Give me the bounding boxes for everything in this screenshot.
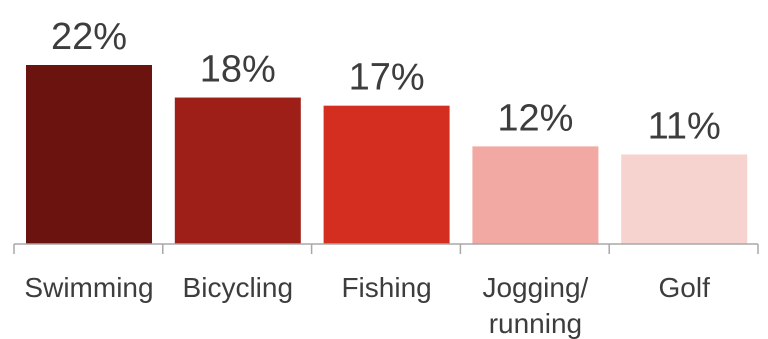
x-axis (13, 243, 759, 254)
value-label-1: 18% (200, 49, 276, 91)
value-labels-group: 22% 18% 17% 12% 11% (51, 16, 721, 148)
value-label-4: 11% (648, 106, 721, 148)
value-label-0: 22% (51, 16, 127, 58)
bar-3 (472, 146, 599, 244)
category-label-0: Swimming (24, 272, 153, 303)
value-label-3: 12% (497, 97, 573, 139)
bars-group (26, 65, 748, 244)
category-label-1: Bicycling (183, 272, 293, 303)
category-label-3: Jogging/running (482, 272, 588, 339)
bar-0 (26, 65, 152, 244)
value-label-2: 17% (349, 57, 425, 99)
category-label-4: Golf (659, 272, 711, 303)
bar-1 (174, 97, 301, 244)
bar-2 (323, 105, 450, 244)
category-labels-group: Swimming Bicycling Fishing Jogging/running G… (24, 272, 710, 339)
bar-4 (621, 154, 748, 244)
category-label-2: Fishing (341, 272, 431, 303)
